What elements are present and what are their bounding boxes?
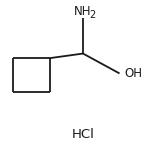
Text: 2: 2	[89, 10, 95, 20]
Text: NH: NH	[74, 5, 92, 18]
Text: HCl: HCl	[72, 128, 94, 141]
Text: OH: OH	[124, 67, 142, 80]
